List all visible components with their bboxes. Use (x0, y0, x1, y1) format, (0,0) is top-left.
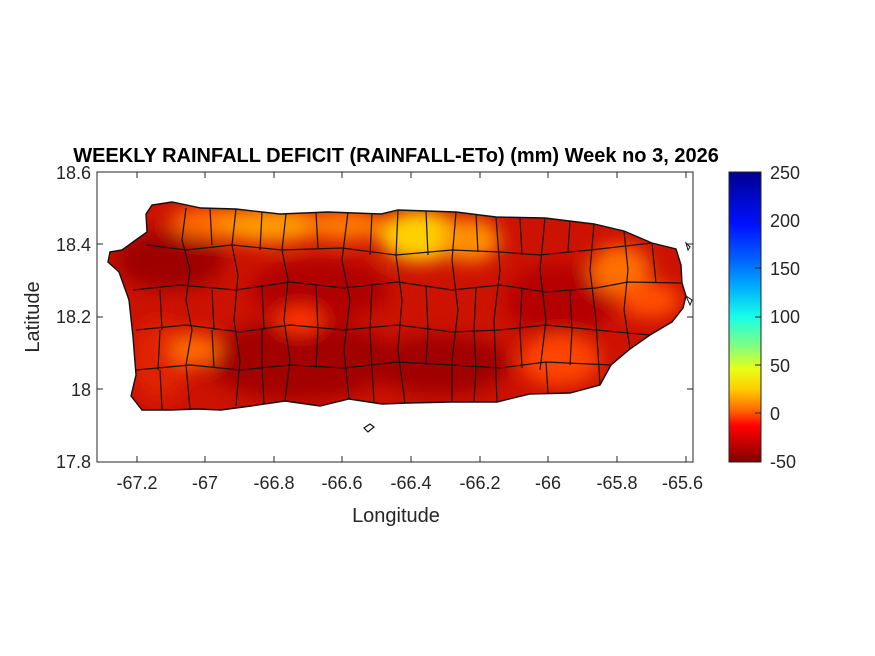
heatmap-layer (107, 201, 693, 433)
colorbar-ticks (755, 219, 761, 414)
y-tick-label: 18 (71, 380, 91, 400)
deficit-zone-central (250, 260, 390, 320)
colorbar-tick-label: 150 (770, 259, 800, 279)
x-tick-label: -65.6 (662, 473, 703, 493)
x-tick-label: -65.8 (596, 473, 637, 493)
x-axis-ticks (136, 172, 687, 462)
y-axis-label: Latitude (22, 281, 44, 352)
colorbar-tick-label: 200 (770, 211, 800, 231)
colorbar-tick-label: -50 (770, 452, 796, 472)
colorbar-tick-label: 100 (770, 307, 800, 327)
chart-title: WEEKLY RAINFALL DEFICIT (RAINFALL-ETo) (… (73, 145, 719, 167)
islet-east (684, 294, 693, 307)
zone-north-coast-2 (305, 209, 385, 241)
zone-north-coast-1 (215, 207, 325, 243)
zone-southeast (520, 334, 600, 386)
x-tick-label: -66.8 (253, 473, 294, 493)
zone-southwest-interior (170, 334, 220, 366)
x-tick-label: -67 (192, 473, 218, 493)
colorbar-tick-label: 250 (770, 163, 800, 183)
x-tick-label: -66.6 (321, 473, 362, 493)
zone-east-coast (620, 282, 680, 318)
y-axis-ticks (97, 243, 693, 390)
colorbar-tick-label: 50 (770, 356, 790, 376)
islet-caja-de-muertos (363, 423, 375, 433)
y-tick-labels: 17.8 18 18.2 18.4 18.6 (56, 163, 91, 472)
zone-north-central-max (380, 210, 460, 262)
y-tick-label: 18.2 (56, 307, 91, 327)
zone-southwest-edge (130, 320, 190, 400)
y-tick-label: 18.6 (56, 163, 91, 183)
x-tick-label: -66.4 (390, 473, 431, 493)
islet-northeast (684, 241, 691, 252)
island-outline (107, 201, 687, 411)
deficit-zone-south (370, 335, 510, 395)
y-tick-label: 18.4 (56, 235, 91, 255)
municipality-boundaries (132, 207, 682, 410)
x-tick-labels: -67.2 -67 -66.8 -66.6 -66.4 -66.2 -66 -6… (116, 473, 703, 493)
x-tick-label: -66.2 (459, 473, 500, 493)
colorbar: -50 0 50 100 150 200 250 (728, 163, 800, 472)
x-axis-label: Longitude (352, 505, 440, 527)
deficit-zone-east (505, 265, 615, 335)
x-tick-label: -67.2 (116, 473, 157, 493)
x-tick-label: -66 (535, 473, 561, 493)
y-tick-label: 17.8 (56, 452, 91, 472)
deficit-zone-west (115, 230, 225, 290)
colorbar-tick-label: 0 (770, 404, 780, 424)
zone-north-central-2 (440, 218, 500, 262)
